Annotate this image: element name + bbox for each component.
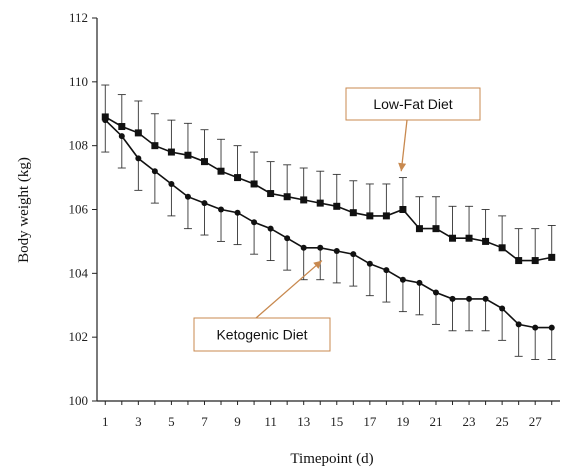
x-tick-label: 17 [363, 414, 377, 429]
low-fat-diet-annotation-box [345, 87, 481, 121]
ketogenic-diet-annotation-arrow [255, 260, 323, 319]
x-tick-label: 27 [529, 414, 543, 429]
low-fat-diet-point [200, 158, 208, 166]
low-fat-diet-point [300, 196, 308, 204]
annotations: Low-Fat Diet Ketogenic Diet [193, 87, 481, 352]
low-fat-diet-point [432, 225, 440, 233]
ketogenic-diet-point [118, 133, 125, 140]
ketogenic-diet-point [532, 324, 539, 331]
low-fat-diet-point [498, 244, 506, 252]
low-fat-diet-annotation-arrow [400, 119, 408, 172]
x-tick-label: 7 [201, 414, 208, 429]
low-fat-diet-point [101, 113, 109, 121]
low-fat-diet-point [316, 199, 324, 207]
low-fat-diet-point [449, 234, 457, 242]
x-tick-label: 21 [429, 414, 442, 429]
low-fat-diet-point [366, 212, 374, 220]
y-tick-label: 110 [69, 74, 88, 89]
ketogenic-diet-point [151, 168, 158, 175]
y-axis-title: Body weight (kg) [16, 157, 32, 263]
low-fat-diet-point [134, 129, 142, 137]
ketogenic-diet-line [104, 119, 552, 329]
ketogenic-diet-point [383, 267, 390, 274]
ketogenic-diet-point [284, 235, 291, 242]
ketogenic-diet-annotation-label: Ketogenic Diet [216, 327, 307, 343]
low-fat-diet-point [399, 206, 407, 213]
ketogenic-diet-point [350, 251, 357, 258]
ketogenic-diet-point [515, 321, 522, 328]
ketogenic-diet-point [499, 305, 506, 312]
low-fat-diet-point [349, 209, 357, 217]
ketogenic-diet-point [548, 324, 555, 331]
ketogenic-diet-point [135, 155, 142, 162]
low-fat-diet-annotation-arrowhead [398, 162, 407, 172]
y-tick-label: 108 [69, 138, 89, 153]
low-fat-diet-point [184, 151, 192, 159]
ketogenic-diet-point [234, 209, 241, 216]
series-markers [101, 113, 556, 331]
low-fat-diet-line [104, 116, 552, 262]
ketogenic-diet-point [102, 117, 109, 124]
low-fat-diet-point [151, 142, 159, 150]
ketogenic-diet-point [416, 279, 423, 286]
ketogenic-diet-point [267, 225, 274, 232]
ketogenic-diet-point [168, 180, 175, 187]
low-fat-diet-point [234, 174, 242, 182]
ketogenic-diet-point [432, 289, 439, 296]
x-tick-label: 9 [234, 414, 241, 429]
ketogenic-diet-point [482, 295, 489, 302]
low-fat-diet-point [382, 212, 390, 220]
low-fat-diet-annotation-label: Low-Fat Diet [373, 96, 452, 112]
low-fat-diet-point [548, 253, 556, 261]
x-tick-label: 3 [135, 414, 142, 429]
ketogenic-diet-point [366, 260, 373, 267]
low-fat-diet-point [250, 180, 258, 188]
x-tick-label: 13 [297, 414, 310, 429]
low-fat-diet-point [482, 237, 490, 245]
ketogenic-diet-point [466, 295, 473, 302]
low-fat-diet-point [118, 123, 126, 131]
x-tick-label: 25 [496, 414, 509, 429]
low-fat-diet-point [465, 234, 473, 242]
ketogenic-diet-point [251, 219, 258, 226]
low-fat-diet-point [217, 167, 225, 175]
ketogenic-diet-point [300, 244, 307, 251]
ketogenic-diet-point [333, 247, 340, 254]
x-tick-label: 15 [330, 414, 343, 429]
low-fat-diet-point [415, 225, 423, 233]
ketogenic-diet-point [449, 295, 456, 302]
ketogenic-diet-point [184, 193, 191, 200]
ketogenic-diet-annotation-arrowhead [313, 260, 322, 269]
x-tick-label: 1 [102, 414, 109, 429]
ketogenic-diet-point [399, 276, 406, 283]
y-tick-label: 100 [69, 393, 89, 408]
y-tick-label: 104 [69, 265, 89, 280]
y-tick-label: 106 [69, 202, 89, 217]
x-tick-label: 23 [463, 414, 476, 429]
low-fat-diet-point [531, 257, 539, 265]
low-fat-diet-point [267, 190, 275, 198]
x-tick-label: 19 [396, 414, 409, 429]
ketogenic-diet-point [201, 200, 208, 207]
x-tick-label: 5 [168, 414, 175, 429]
ketogenic-diet-point [317, 244, 324, 251]
low-fat-diet-point [283, 193, 291, 201]
x-axis-title: Timepoint (d) [290, 451, 373, 467]
low-fat-diet-point [167, 148, 175, 156]
series-lines [104, 116, 552, 329]
low-fat-diet-point [515, 257, 523, 265]
low-fat-diet-point [333, 202, 341, 210]
y-tick-label: 102 [69, 329, 89, 344]
ketogenic-diet-annotation-box [193, 317, 331, 352]
y-tick-label: 112 [69, 10, 88, 25]
ketogenic-diet-point [218, 206, 225, 213]
x-tick-label: 11 [264, 414, 277, 429]
